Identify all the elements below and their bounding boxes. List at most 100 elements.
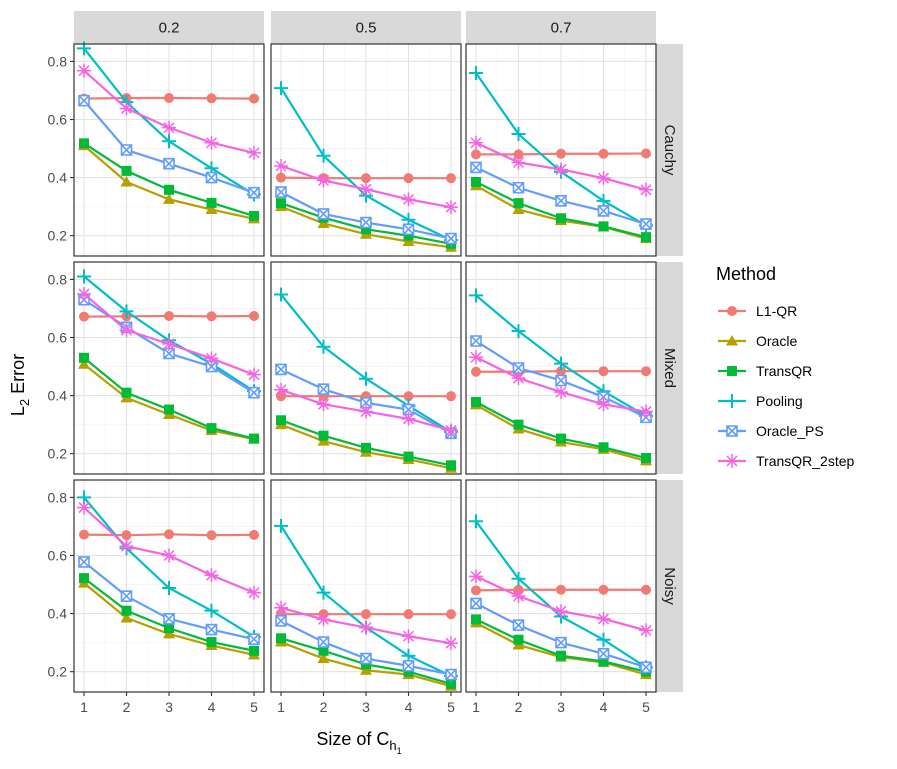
point-l1-qr — [121, 530, 132, 541]
point-transqr-2step — [596, 397, 611, 412]
x-tick-label: 3 — [165, 699, 173, 715]
point-l1-qr — [164, 529, 174, 540]
point-l1-qr — [556, 584, 566, 595]
y-axis-title-main: L — [8, 406, 28, 416]
panel-mixed-0-2 — [73, 261, 265, 475]
point-transqr-2step — [359, 620, 373, 635]
point-transqr-2step — [274, 382, 288, 397]
y-axis-title-rest: Error — [8, 354, 28, 399]
y-axis-title: L2 Error — [8, 354, 32, 416]
series-transqr-2step — [469, 135, 653, 197]
point-oracle — [317, 217, 330, 228]
x-axis-0-7: 1 2 3 4 5 — [472, 692, 650, 715]
point-oracle-ps — [78, 94, 90, 107]
series-l1-qr — [79, 529, 259, 541]
point-transqr — [79, 138, 89, 149]
row-strip-noisy: Noisy — [656, 480, 683, 692]
series-transqr-2step — [469, 350, 653, 419]
point-transqr — [727, 366, 737, 376]
point-oracle-ps — [597, 205, 610, 217]
x-tick-label: 3 — [557, 699, 565, 715]
point-transqr — [513, 634, 524, 645]
legend-entry-transqr: TransQR — [718, 363, 812, 379]
point-transqr-2step — [639, 182, 653, 197]
point-pooling — [596, 632, 611, 647]
point-oracle — [163, 627, 175, 639]
point-transqr — [361, 442, 371, 453]
panel-border — [270, 43, 462, 257]
point-transqr — [556, 650, 566, 661]
point-transqr — [79, 352, 89, 363]
y-axis-mixed: 0.2 0.4 0.6 0.8 — [48, 271, 74, 462]
point-transqr — [556, 433, 566, 444]
point-oracle-ps — [275, 615, 287, 627]
point-l1-qr — [598, 148, 609, 159]
row-strip-bg — [656, 480, 683, 692]
point-transqr-2step — [596, 171, 611, 186]
series-transqr — [79, 573, 259, 656]
point-oracle-ps — [402, 223, 415, 236]
y-tick-label: 0.6 — [48, 330, 68, 346]
point-l1-qr — [403, 609, 414, 620]
x-tick-label: 1 — [472, 699, 480, 715]
y-tick-label: 0.8 — [48, 489, 68, 505]
point-transqr-2step — [469, 350, 483, 365]
point-transqr-2step — [274, 158, 288, 173]
point-oracle-ps — [360, 216, 372, 229]
point-oracle-ps — [317, 636, 330, 648]
point-oracle — [360, 664, 372, 675]
x-tick-label: 2 — [515, 699, 523, 715]
series-oracle-ps — [78, 94, 260, 199]
point-transqr-2step — [401, 192, 416, 207]
point-oracle-ps — [726, 425, 738, 437]
series-transqr-2step — [274, 158, 458, 215]
legend-label: TransQR_2step — [756, 453, 855, 469]
panels — [73, 41, 657, 693]
point-oracle-ps — [275, 186, 287, 198]
y-axis-noisy: 0.2 0.4 0.6 0.8 — [48, 489, 74, 680]
point-l1-qr — [513, 149, 524, 160]
panel-mixed-0-7 — [465, 261, 657, 475]
point-oracle-ps — [317, 208, 330, 220]
legend-title: Method — [716, 264, 776, 284]
point-transqr — [513, 198, 524, 209]
point-transqr — [556, 213, 566, 224]
point-transqr-2step — [247, 145, 261, 160]
point-pooling — [274, 518, 288, 533]
point-transqr — [361, 224, 371, 235]
y-tick-label: 0.8 — [48, 53, 68, 69]
point-transqr-2step — [247, 585, 261, 600]
series-transqr-2step — [274, 600, 458, 651]
point-transqr-2step — [554, 162, 568, 177]
column-strips: 0.2 0.5 0.7 — [74, 11, 656, 44]
point-oracle-ps — [205, 623, 218, 636]
legend-label: L1-QR — [756, 303, 797, 319]
panel-border — [270, 261, 462, 475]
point-l1-qr — [206, 530, 217, 541]
series-transqr — [471, 176, 651, 243]
x-axis-title-main: Size of C — [316, 729, 389, 749]
point-transqr — [598, 221, 609, 232]
x-tick-label: 2 — [320, 699, 328, 715]
point-l1-qr — [361, 173, 371, 184]
point-transqr-2step — [469, 135, 483, 150]
panel-border — [465, 43, 657, 257]
point-transqr — [446, 460, 456, 471]
point-transqr-2step — [119, 323, 134, 338]
point-transqr-2step — [359, 404, 373, 419]
y-tick-label: 0.8 — [48, 271, 68, 287]
point-transqr — [471, 396, 481, 407]
y-tick-label: 0.2 — [48, 228, 68, 244]
panel-cauchy-0-7 — [465, 43, 657, 257]
row-strip-label: Noisy — [661, 567, 678, 605]
y-tick-label: 0.2 — [48, 446, 68, 462]
x-axis-0-5: 1 2 3 4 5 — [277, 692, 455, 715]
series-l1-qr — [276, 609, 456, 620]
column-strip-0-5: 0.5 — [271, 11, 461, 44]
point-oracle-ps — [470, 161, 482, 174]
point-l1-qr — [206, 93, 217, 104]
series-transqr-2step — [77, 286, 261, 382]
point-transqr-2step — [511, 371, 526, 386]
point-l1-qr — [403, 173, 414, 184]
point-oracle — [205, 203, 218, 215]
